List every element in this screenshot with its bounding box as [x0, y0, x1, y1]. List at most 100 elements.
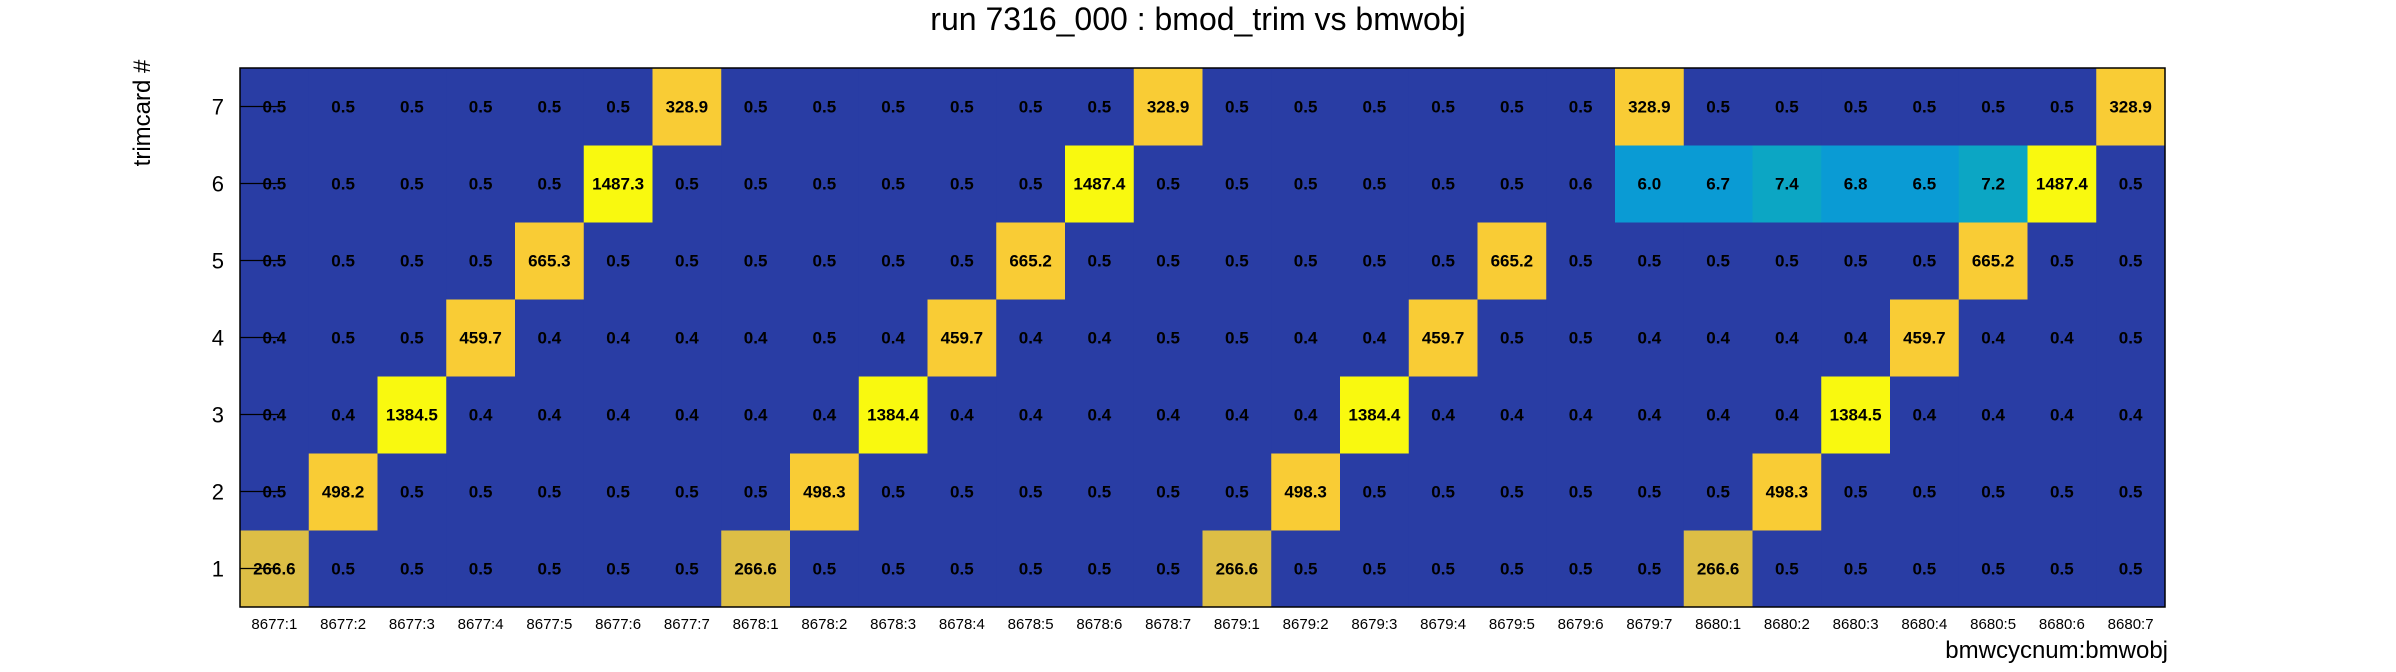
- x-tick-label: 8678:2: [801, 616, 847, 633]
- cell-value-label: 0.5: [2050, 252, 2074, 271]
- cell-value-label: 0.4: [1088, 406, 1112, 425]
- x-tick-label: 8678:6: [1076, 616, 1122, 633]
- heatmap-cell: [1890, 376, 1960, 454]
- heatmap-cell: [446, 145, 516, 223]
- cell-value-label: 0.5: [1981, 483, 2005, 502]
- cell-value-label: 0.5: [1913, 483, 1937, 502]
- cell-value-label: 266.6: [734, 560, 777, 579]
- cell-value-label: 6.0: [1638, 175, 1662, 194]
- cell-value-label: 0.5: [2050, 483, 2074, 502]
- heatmap-cell: [583, 376, 653, 454]
- cell-value-label: 0.4: [1638, 329, 1662, 348]
- heatmap-cell: [583, 145, 653, 223]
- heatmap-cell: [790, 530, 860, 608]
- cell-value-label: 0.5: [1500, 329, 1524, 348]
- x-tick-label: 8678:3: [870, 616, 916, 633]
- heatmap-cell: [583, 68, 653, 146]
- x-tick-label: 8680:7: [2108, 616, 2154, 633]
- cell-value-label: 1487.4: [1073, 175, 1126, 194]
- heatmap-cell: [1271, 376, 1341, 454]
- heatmap-cell: [1340, 299, 1410, 377]
- cell-value-label: 0.4: [1775, 406, 1799, 425]
- cell-value-label: 0.5: [1844, 252, 1868, 271]
- cell-value-label: 0.4: [2050, 329, 2074, 348]
- heatmap-cell: [652, 222, 722, 300]
- heatmap-cell: [1752, 453, 1822, 531]
- x-tick-label: 8679:7: [1626, 616, 1672, 633]
- cell-value-label: 665.2: [1972, 252, 2015, 271]
- cell-value-label: 0.4: [813, 406, 837, 425]
- heatmap-cell: [1821, 453, 1891, 531]
- heatmap-cell: [858, 530, 928, 608]
- cell-value-label: 0.5: [1569, 252, 1593, 271]
- cell-value-label: 0.5: [538, 483, 562, 502]
- heatmap-cell: [446, 68, 516, 146]
- heatmap-cell: [927, 530, 997, 608]
- heatmap-cell: [1958, 453, 2028, 531]
- cell-value-label: 0.5: [1294, 560, 1318, 579]
- y-tick-label: 7: [212, 95, 224, 120]
- heatmap-cell: [308, 145, 378, 223]
- heatmap-cell: [377, 145, 447, 223]
- heatmap-cell: [1958, 376, 2028, 454]
- heatmap-cell: [1065, 376, 1135, 454]
- heatmap-cell: [1821, 145, 1891, 223]
- cell-value-label: 0.5: [1363, 252, 1387, 271]
- cell-value-label: 0.5: [881, 98, 905, 117]
- cell-value-label: 0.5: [2119, 329, 2143, 348]
- cell-value-label: 0.4: [2050, 406, 2074, 425]
- heatmap-cell: [858, 222, 928, 300]
- cell-value-label: 0.4: [606, 329, 630, 348]
- cell-value-label: 0.4: [1844, 329, 1868, 348]
- cell-value-label: 0.5: [1088, 252, 1112, 271]
- heatmap-cell: [2027, 453, 2097, 531]
- cell-value-label: 0.5: [1706, 252, 1730, 271]
- heatmap-cell: [308, 453, 378, 531]
- heatmap-cell: [996, 222, 1066, 300]
- cell-value-label: 0.5: [1088, 483, 1112, 502]
- cell-value-label: 0.5: [400, 98, 424, 117]
- heatmap-cell: [1271, 222, 1341, 300]
- cell-value-label: 0.5: [400, 175, 424, 194]
- x-tick-label: 8679:5: [1489, 616, 1535, 633]
- heatmap-cell: [1477, 222, 1547, 300]
- cell-value-label: 0.5: [1569, 483, 1593, 502]
- heatmap-cell: [446, 530, 516, 608]
- x-tick-label: 8678:4: [939, 616, 985, 633]
- heatmap-cell: [1133, 145, 1203, 223]
- heatmap-cell: [1065, 530, 1135, 608]
- heatmap-cell: [927, 222, 997, 300]
- heatmap-cell: [1615, 68, 1685, 146]
- cell-value-label: 0.5: [1981, 98, 2005, 117]
- cell-value-label: 0.5: [744, 483, 768, 502]
- cell-value-label: 0.5: [950, 252, 974, 271]
- heatmap-cell: [1821, 530, 1891, 608]
- heatmap-cell: [858, 299, 928, 377]
- cell-value-label: 0.5: [1225, 329, 1249, 348]
- cell-value-label: 0.5: [1431, 175, 1455, 194]
- heatmap-cell: [1890, 453, 1960, 531]
- cell-value-label: 0.5: [1225, 252, 1249, 271]
- cell-value-label: 0.4: [606, 406, 630, 425]
- cell-value-label: 0.5: [331, 175, 355, 194]
- heatmap-cell: [2096, 222, 2166, 300]
- heatmap-cell: [1065, 68, 1135, 146]
- heatmap-cell: [2027, 530, 2097, 608]
- heatmap-cell: [1133, 530, 1203, 608]
- heatmap-cell: [790, 453, 860, 531]
- heatmap-cell: [583, 222, 653, 300]
- cell-value-label: 0.5: [1500, 483, 1524, 502]
- cell-value-label: 0.5: [813, 252, 837, 271]
- heatmap-cell: [2096, 530, 2166, 608]
- heatmap-cell: [652, 376, 722, 454]
- heatmap-cell: [1133, 68, 1203, 146]
- cell-value-label: 0.5: [469, 560, 493, 579]
- cell-value-label: 1384.4: [867, 406, 920, 425]
- cell-value-label: 0.5: [744, 252, 768, 271]
- cell-value-label: 0.5: [1225, 175, 1249, 194]
- heatmap-cell: [446, 376, 516, 454]
- cell-value-label: 0.5: [1156, 329, 1180, 348]
- cell-value-label: 0.4: [1775, 329, 1799, 348]
- heatmap-cell: [308, 68, 378, 146]
